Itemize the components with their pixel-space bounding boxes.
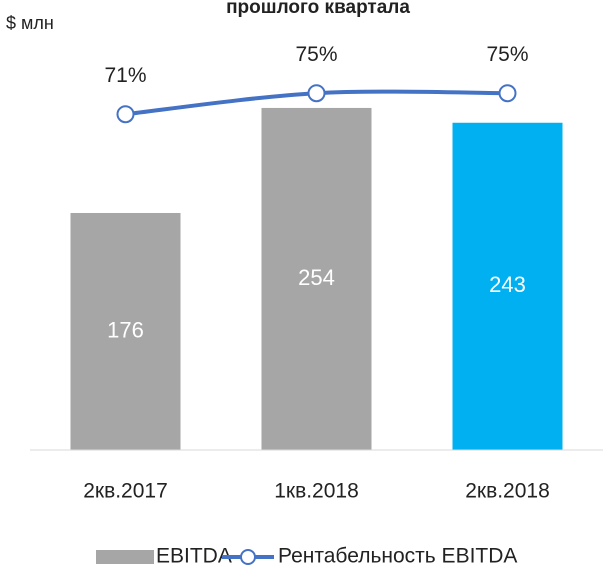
chart-title: прошлого квартала bbox=[226, 0, 410, 18]
bar bbox=[452, 122, 563, 450]
line-marker bbox=[116, 105, 135, 124]
line-value-label: 75% bbox=[486, 43, 528, 66]
line-value-label: 75% bbox=[295, 43, 337, 66]
x-tick-label: 1кв.2018 bbox=[274, 480, 359, 503]
line-value-label: 71% bbox=[104, 64, 146, 87]
y-axis-label: $ млн bbox=[6, 13, 54, 33]
x-tick-label: 2кв.2017 bbox=[83, 480, 168, 503]
x-tick-label: 2кв.2018 bbox=[465, 480, 550, 503]
legend-swatch bbox=[96, 550, 154, 564]
bar-value-label: 243 bbox=[489, 272, 526, 297]
bar-value-label: 176 bbox=[107, 317, 144, 342]
line-marker bbox=[307, 84, 326, 103]
legend-label: Рентабельность EBITDA bbox=[278, 545, 517, 568]
line-marker bbox=[498, 84, 517, 103]
bar bbox=[70, 212, 181, 450]
bar bbox=[261, 107, 372, 451]
bar-value-label: 254 bbox=[298, 265, 335, 290]
legend-marker bbox=[240, 549, 256, 565]
legend-label: EBITDA bbox=[156, 545, 232, 568]
